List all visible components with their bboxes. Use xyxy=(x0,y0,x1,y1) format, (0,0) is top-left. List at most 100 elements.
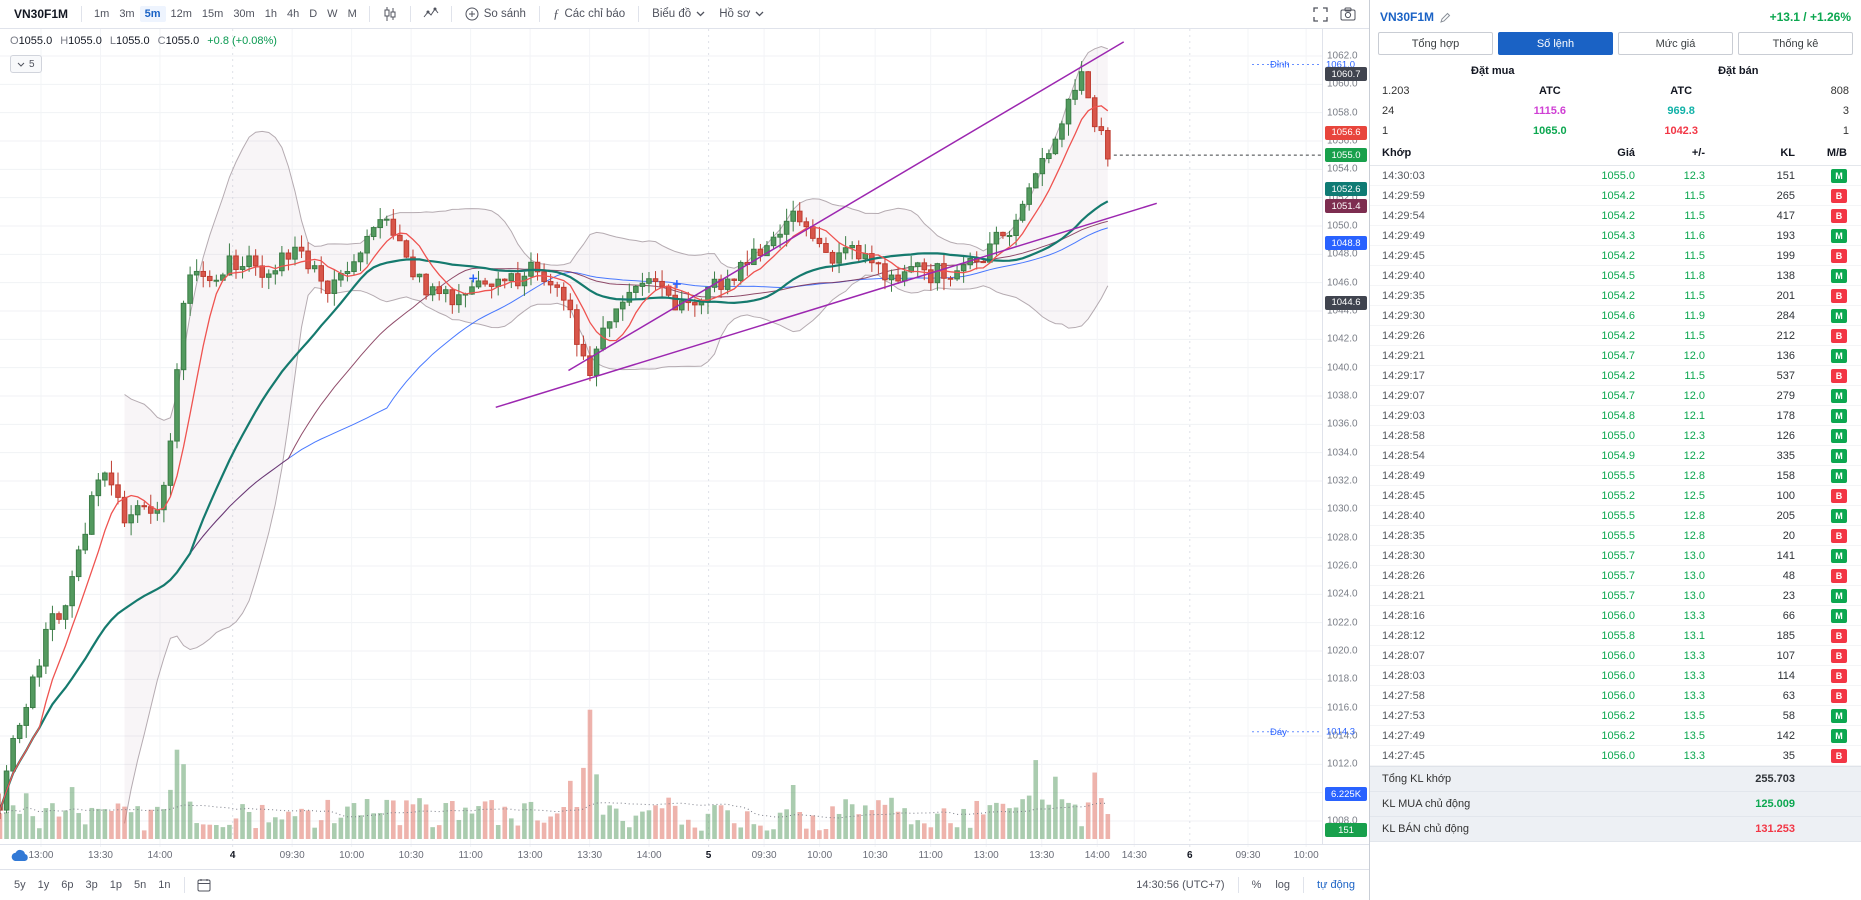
chart-type-candles-button[interactable] xyxy=(377,4,403,24)
timeframe-12m[interactable]: 12m xyxy=(170,8,192,20)
trade-row: 14:27:49 1056.2 13.5 142 M xyxy=(1370,726,1861,746)
cloud-sync-icon[interactable] xyxy=(10,848,30,865)
trade-row: 14:28:40 1055.5 12.8 205 M xyxy=(1370,506,1861,526)
order-book-row: 1 1065.0 1042.3 1 xyxy=(1370,121,1861,141)
snapshot-button[interactable] xyxy=(1335,5,1361,23)
timeframe-M[interactable]: M xyxy=(347,8,357,20)
chart-canvas[interactable]: Đỉnh Đáy O1055.0 H1055.0 L1055.0 C1055.0 … xyxy=(0,29,1322,847)
timeframe-4h[interactable]: 4h xyxy=(286,8,300,20)
range-3p[interactable]: 3p xyxy=(85,879,98,891)
range-5n[interactable]: 5n xyxy=(134,879,147,891)
bid-price[interactable]: 1065.0 xyxy=(1533,125,1567,137)
ask-price[interactable]: ATC xyxy=(1670,85,1693,97)
time-label: 13:30 xyxy=(87,850,113,861)
symbol-label[interactable]: VN30F1M xyxy=(14,7,69,21)
time-label: 4 xyxy=(229,850,236,861)
side-badge: B xyxy=(1831,248,1847,263)
trade-row: 14:29:07 1054.7 12.0 279 M xyxy=(1370,386,1861,406)
timeframe-W[interactable]: W xyxy=(327,8,338,20)
timeframe-30m[interactable]: 30m xyxy=(233,8,255,20)
time-label: 09:30 xyxy=(751,850,777,861)
trade-row: 14:29:17 1054.2 11.5 537 B xyxy=(1370,366,1861,386)
bid-price[interactable]: ATC xyxy=(1538,85,1561,97)
range-1y[interactable]: 1y xyxy=(37,879,50,891)
time-axis[interactable]: 13:00 13:30 14:00 4 09:30 10:00 10:30 11:00 13:0… xyxy=(0,844,1369,869)
trade-price: 1054.2 xyxy=(1601,189,1635,202)
trade-side: B xyxy=(1805,488,1861,503)
trade-side: B xyxy=(1805,688,1861,703)
ask-price[interactable]: 1042.3 xyxy=(1664,125,1698,137)
bid-volume: 1.203 xyxy=(1382,85,1410,97)
total-row: Tổng KL khớp 255.703 xyxy=(1370,767,1861,792)
totals-section: Tổng KL khớp 255.703 KL MUA chủ động 125.00… xyxy=(1370,766,1861,842)
range-1p[interactable]: 1p xyxy=(109,879,122,891)
trade-price: 1055.7 xyxy=(1601,589,1635,602)
trades-table-header: Khớp Giá +/- KL M/B xyxy=(1370,141,1861,166)
trade-side: B xyxy=(1805,328,1861,343)
trade-time: 14:28:58 xyxy=(1382,429,1425,442)
trade-time: 14:28:30 xyxy=(1382,549,1425,562)
compare-button[interactable]: So sánh xyxy=(459,5,532,23)
log-scale-button[interactable]: log xyxy=(1275,879,1291,891)
trade-volume: 142 xyxy=(1776,729,1795,742)
trade-price: 1054.2 xyxy=(1601,329,1635,342)
ask-price[interactable]: 969.8 xyxy=(1667,105,1695,117)
trade-row: 14:28:54 1054.9 12.2 335 M xyxy=(1370,446,1861,466)
order-book: 1.203 ATC ATC 808 24 1115.6 969.8 3 1 1065.0 1042.… xyxy=(1370,81,1861,141)
side-badge: M xyxy=(1831,608,1847,623)
range-1n[interactable]: 1n xyxy=(158,879,171,891)
fullscreen-button[interactable] xyxy=(1308,5,1333,24)
trade-row: 14:29:03 1054.8 12.1 178 M xyxy=(1370,406,1861,426)
trade-change: 11.5 xyxy=(1684,249,1705,262)
chart-menu-button[interactable]: Biểu đồ xyxy=(646,6,711,22)
circle-plus-icon xyxy=(465,7,479,21)
chart-settings-button[interactable] xyxy=(418,4,444,24)
edit-pencil-icon[interactable] xyxy=(1440,12,1451,23)
side-badge: M xyxy=(1831,228,1847,243)
trade-row: 14:28:26 1055.7 13.0 48 B xyxy=(1370,566,1861,586)
tab-mức-giá[interactable]: Mức giá xyxy=(1618,32,1733,55)
trade-volume: 107 xyxy=(1776,649,1795,662)
goto-date-button[interactable] xyxy=(192,876,216,894)
price-change: +13.1 / +1.26% xyxy=(1769,10,1851,24)
trade-time: 14:29:21 xyxy=(1382,349,1425,362)
clock-label[interactable]: 14:30:56 (UTC+7) xyxy=(1136,879,1225,891)
time-label: 10:00 xyxy=(1293,850,1319,861)
timeframe-1h[interactable]: 1h xyxy=(264,8,277,20)
trade-change: 13.3 xyxy=(1683,609,1705,622)
timeframe-1m[interactable]: 1m xyxy=(94,8,110,20)
tab-tổng-hợp[interactable]: Tổng hợp xyxy=(1378,32,1493,55)
timeframe-15m[interactable]: 15m xyxy=(201,8,224,20)
auto-scale-button[interactable]: tự động xyxy=(1317,879,1355,891)
side-badge: M xyxy=(1831,268,1847,283)
divider xyxy=(450,6,452,22)
side-badge: M xyxy=(1831,728,1847,743)
time-label: 13:00 xyxy=(517,850,543,861)
trade-volume: 335 xyxy=(1776,449,1795,462)
price-tick: 1012.0 xyxy=(1327,758,1358,770)
trade-volume: 138 xyxy=(1776,269,1795,282)
tab-số-lệnh[interactable]: Số lệnh xyxy=(1498,32,1613,55)
timeframe-3m[interactable]: 3m xyxy=(119,8,135,20)
bid-price[interactable]: 1115.6 xyxy=(1533,105,1567,117)
timeframe-D[interactable]: D xyxy=(309,8,318,20)
percent-scale-button[interactable]: % xyxy=(1251,879,1262,891)
trade-time: 14:28:03 xyxy=(1382,669,1425,682)
col-change: +/- xyxy=(1691,147,1705,159)
tab-thống-kê[interactable]: Thống kê xyxy=(1738,32,1853,55)
trade-price: 1055.8 xyxy=(1601,629,1635,642)
range-6p[interactable]: 6p xyxy=(61,879,74,891)
timeframe-5m[interactable]: 5m xyxy=(139,6,166,22)
range-group: 5y 1y 6p 3p 1p 5n 1n xyxy=(8,876,177,894)
price-axis[interactable]: 1008.01010.01012.01014.01016.01018.01020… xyxy=(1322,29,1369,844)
trade-change: 13.3 xyxy=(1683,669,1705,682)
side-badge: M xyxy=(1831,448,1847,463)
range-5y[interactable]: 5y xyxy=(14,879,26,891)
indicators-collapsed-pill[interactable]: 5 xyxy=(10,55,42,73)
candlestick-chart[interactable]: Đỉnh Đáy xyxy=(0,29,1322,847)
trade-price: 1055.5 xyxy=(1601,509,1635,522)
trade-price: 1055.7 xyxy=(1601,569,1635,582)
profile-menu-button[interactable]: Hồ sơ xyxy=(713,6,770,22)
trade-row: 14:27:45 1056.0 13.3 35 B xyxy=(1370,746,1861,766)
indicators-button[interactable]: ƒ Các chỉ báo xyxy=(547,4,631,24)
